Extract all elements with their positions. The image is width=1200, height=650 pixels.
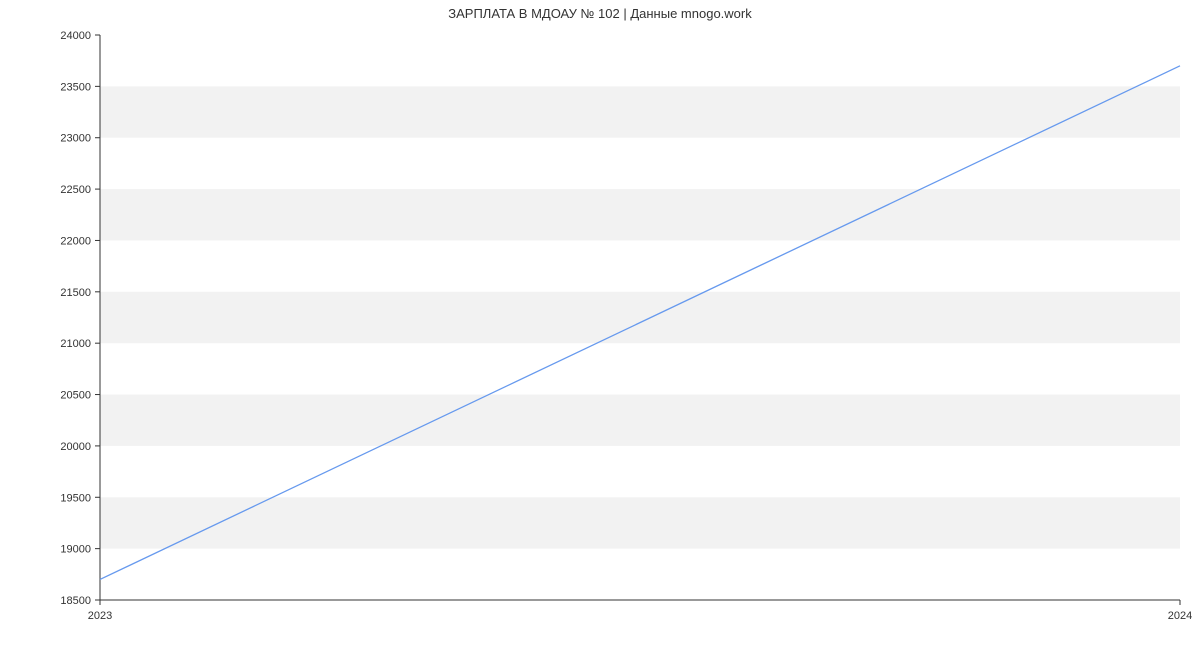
svg-text:21500: 21500 <box>60 287 91 299</box>
chart-svg: 18500 19000 19500 20000 20500 21000 21500 22000… <box>0 0 1200 650</box>
svg-text:23500: 23500 <box>60 81 91 93</box>
svg-text:24000: 24000 <box>60 30 91 42</box>
svg-text:20500: 20500 <box>60 390 91 402</box>
svg-text:22500: 22500 <box>60 184 91 196</box>
svg-text:2024: 2024 <box>1168 610 1192 622</box>
svg-text:21000: 21000 <box>60 338 91 350</box>
svg-text:20000: 20000 <box>60 441 91 453</box>
salary-line-chart: ЗАРПЛАТА В МДОАУ № 102 | Данные mnogo.wo… <box>0 0 1200 650</box>
svg-text:23000: 23000 <box>60 133 91 145</box>
svg-text:2023: 2023 <box>88 610 112 622</box>
svg-text:18500: 18500 <box>60 595 91 607</box>
svg-text:22000: 22000 <box>60 235 91 247</box>
svg-text:19500: 19500 <box>60 492 91 504</box>
svg-text:19000: 19000 <box>60 544 91 556</box>
